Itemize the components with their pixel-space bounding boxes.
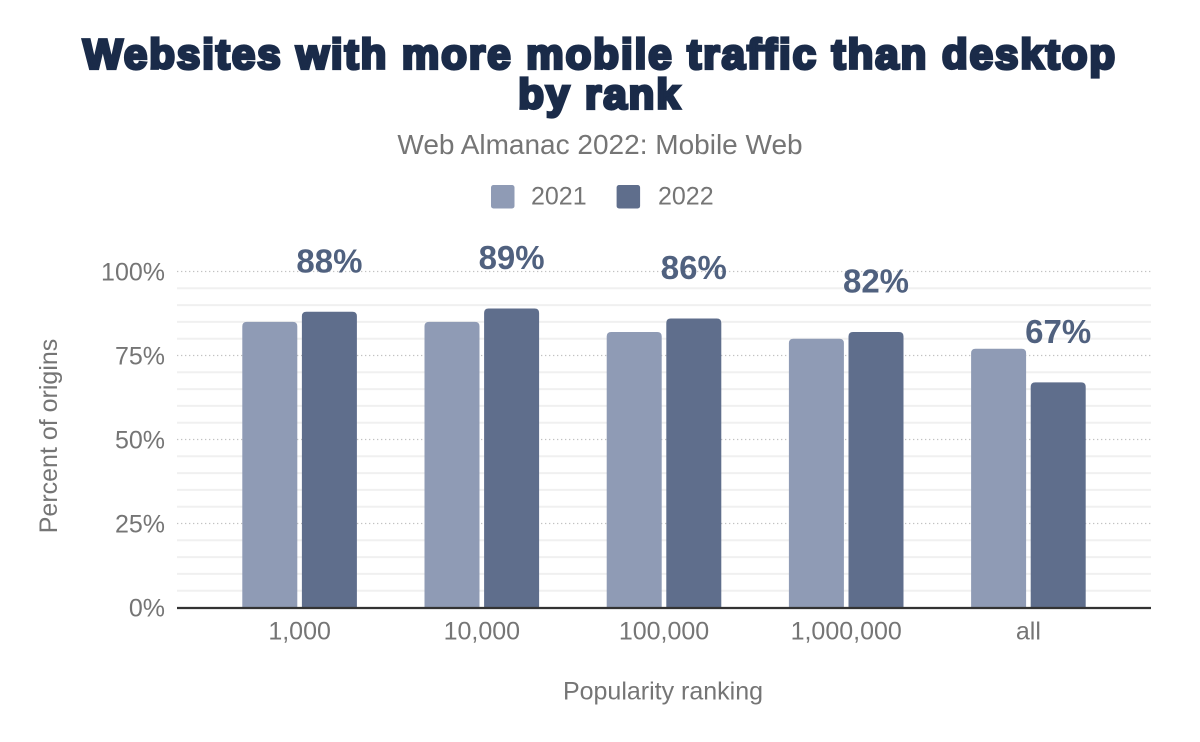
svg-text:by rank: by rank bbox=[518, 70, 681, 117]
svg-text:Popularity ranking: Popularity ranking bbox=[563, 678, 763, 706]
svg-text:100%: 100% bbox=[101, 259, 165, 287]
svg-text:1,000: 1,000 bbox=[268, 618, 331, 646]
svg-text:all: all bbox=[1016, 618, 1041, 646]
svg-text:Percent of origins: Percent of origins bbox=[35, 339, 63, 534]
svg-text:82%: 82% bbox=[843, 263, 909, 300]
svg-text:67%: 67% bbox=[1025, 313, 1091, 350]
svg-text:25%: 25% bbox=[115, 511, 165, 539]
svg-text:0%: 0% bbox=[129, 595, 165, 623]
svg-text:2022: 2022 bbox=[658, 183, 714, 211]
svg-text:50%: 50% bbox=[115, 427, 165, 455]
svg-text:Websites with more mobile traf: Websites with more mobile traffic than d… bbox=[83, 31, 1117, 78]
svg-text:86%: 86% bbox=[661, 249, 727, 286]
svg-text:Web Almanac 2022: Mobile Web: Web Almanac 2022: Mobile Web bbox=[397, 129, 802, 160]
svg-text:10,000: 10,000 bbox=[444, 618, 520, 646]
svg-text:100,000: 100,000 bbox=[619, 618, 709, 646]
svg-text:88%: 88% bbox=[296, 242, 362, 279]
svg-text:1,000,000: 1,000,000 bbox=[791, 618, 902, 646]
svg-text:75%: 75% bbox=[115, 343, 165, 371]
svg-text:2021: 2021 bbox=[531, 183, 587, 211]
svg-text:89%: 89% bbox=[479, 239, 545, 276]
